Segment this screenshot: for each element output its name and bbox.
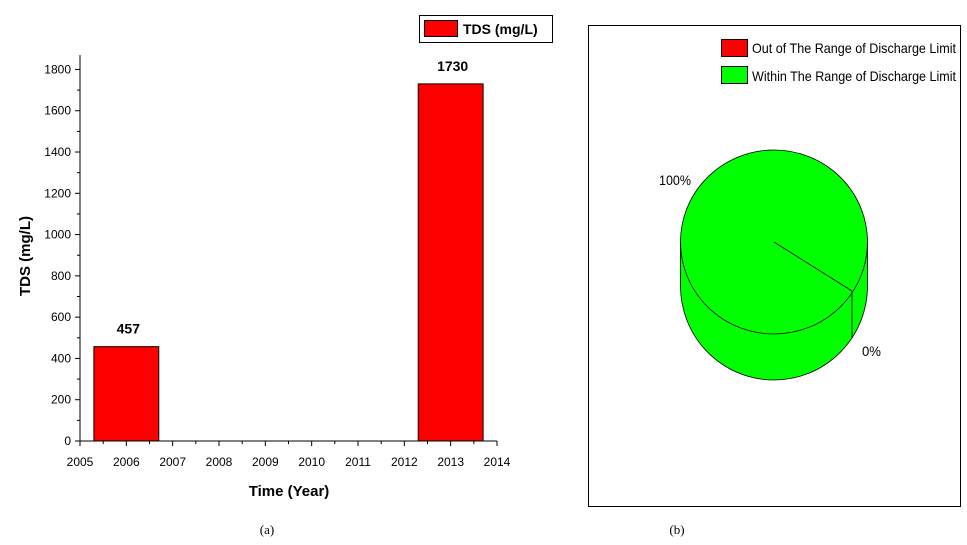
- data-label-2013: 1730: [437, 58, 468, 74]
- pie-3d: 100% 0%: [659, 149, 881, 381]
- bar-chart-panel: 457 1730 0 200 400 600 800 1000 1200 1400 1600 180…: [17, 15, 553, 537]
- y-tick-label: 800: [51, 269, 71, 283]
- y-axis-title: TDS (mg/L): [17, 216, 34, 296]
- legend-b-swatch-out-of-range: [721, 39, 748, 57]
- x-tick-group: 2005 2006 2007 2008 2009 2010 2011 2012 2013 2014: [67, 441, 511, 469]
- x-axis-title: Time (Year): [249, 483, 330, 500]
- data-labels-group: 457 1730: [117, 58, 469, 337]
- x-tick-label: 2011: [345, 455, 371, 469]
- bar-2013: [417, 83, 484, 442]
- pie-chart-panel: Out of The Range of Discharge Limit With…: [588, 25, 961, 537]
- y-tick-label: 1600: [44, 104, 71, 118]
- legend-a-swatch: [424, 20, 458, 37]
- legend-a-label: TDS (mg/L): [463, 21, 538, 37]
- x-tick-label: 2007: [159, 455, 186, 469]
- y-tick-label: 400: [51, 351, 71, 365]
- x-tick-label: 2005: [67, 455, 94, 469]
- x-tick-label: 2010: [298, 455, 325, 469]
- pie-slice-out-of-range: [773, 241, 853, 292]
- x-tick-label: 2012: [391, 455, 418, 469]
- y-tick-label: 1400: [44, 145, 71, 159]
- caption-a: (a): [260, 522, 274, 537]
- caption-b: (b): [669, 522, 684, 537]
- x-tick-label: 2009: [252, 455, 279, 469]
- y-tick-label: 1000: [44, 228, 71, 242]
- pie-label-out-of-range: 0%: [862, 343, 881, 359]
- y-tick-group: 0 200 400 600 800 1000 1200 1400 1600 1800: [44, 62, 80, 448]
- x-tick-label: 2006: [113, 455, 140, 469]
- pie-label-within-range: 100%: [659, 172, 691, 188]
- data-label-2006: 457: [117, 321, 141, 337]
- x-tick-label: 2013: [437, 455, 464, 469]
- legend-b-label-within-range: Within The Range of Discharge Limit: [752, 68, 956, 84]
- x-tick-label: 2008: [206, 455, 233, 469]
- y-tick-label: 0: [64, 434, 71, 448]
- y-tick-label: 600: [51, 310, 71, 324]
- legend-b-swatch-within-range: [721, 66, 748, 84]
- legend-b-label-out-of-range: Out of The Range of Discharge Limit: [752, 40, 956, 56]
- legend-a: TDS (mg/L): [419, 15, 553, 43]
- y-tick-label: 200: [51, 393, 71, 407]
- y-tick-label: 1200: [44, 186, 71, 200]
- y-tick-label: 1800: [44, 62, 71, 76]
- legend-b: Out of The Range of Discharge Limit With…: [721, 39, 956, 84]
- bar-2006: [93, 346, 160, 442]
- x-tick-label: 2014: [484, 455, 511, 469]
- bars-group: [93, 83, 484, 442]
